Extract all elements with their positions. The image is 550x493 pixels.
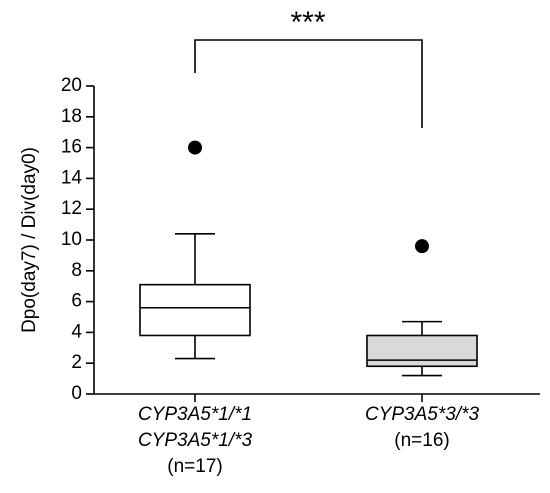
outlier [415,239,429,254]
significance-bracket [194,39,423,128]
y-tick-label: 6 [71,291,82,312]
y-tick-label: 2 [71,352,82,373]
significance-annotation: *** [290,6,325,39]
y-tick-label: 20 [61,75,82,96]
x-tick-label: (n=17) [167,456,222,477]
box [139,283,251,337]
y-tick-label: 8 [71,260,82,281]
y-axis-label: Dpo(day7) / Div(day0) [19,147,40,333]
y-tick-label: 14 [61,167,83,188]
y-tick-label: 0 [71,383,82,404]
box [366,334,478,368]
x-tick-label: CYP3A5*1/*3 [138,430,253,451]
x-tick-label: (n=16) [394,430,449,451]
x-tick-label: CYP3A5*1/*1 [138,404,252,425]
y-tick-label: 12 [61,198,82,219]
y-tick-label: 4 [71,321,82,342]
y-tick-label: 18 [61,106,82,127]
x-tick-label: CYP3A5*3/*3 [365,404,480,425]
outlier [188,140,202,155]
y-tick-label: 16 [61,137,82,158]
y-tick-label: 10 [61,229,82,250]
